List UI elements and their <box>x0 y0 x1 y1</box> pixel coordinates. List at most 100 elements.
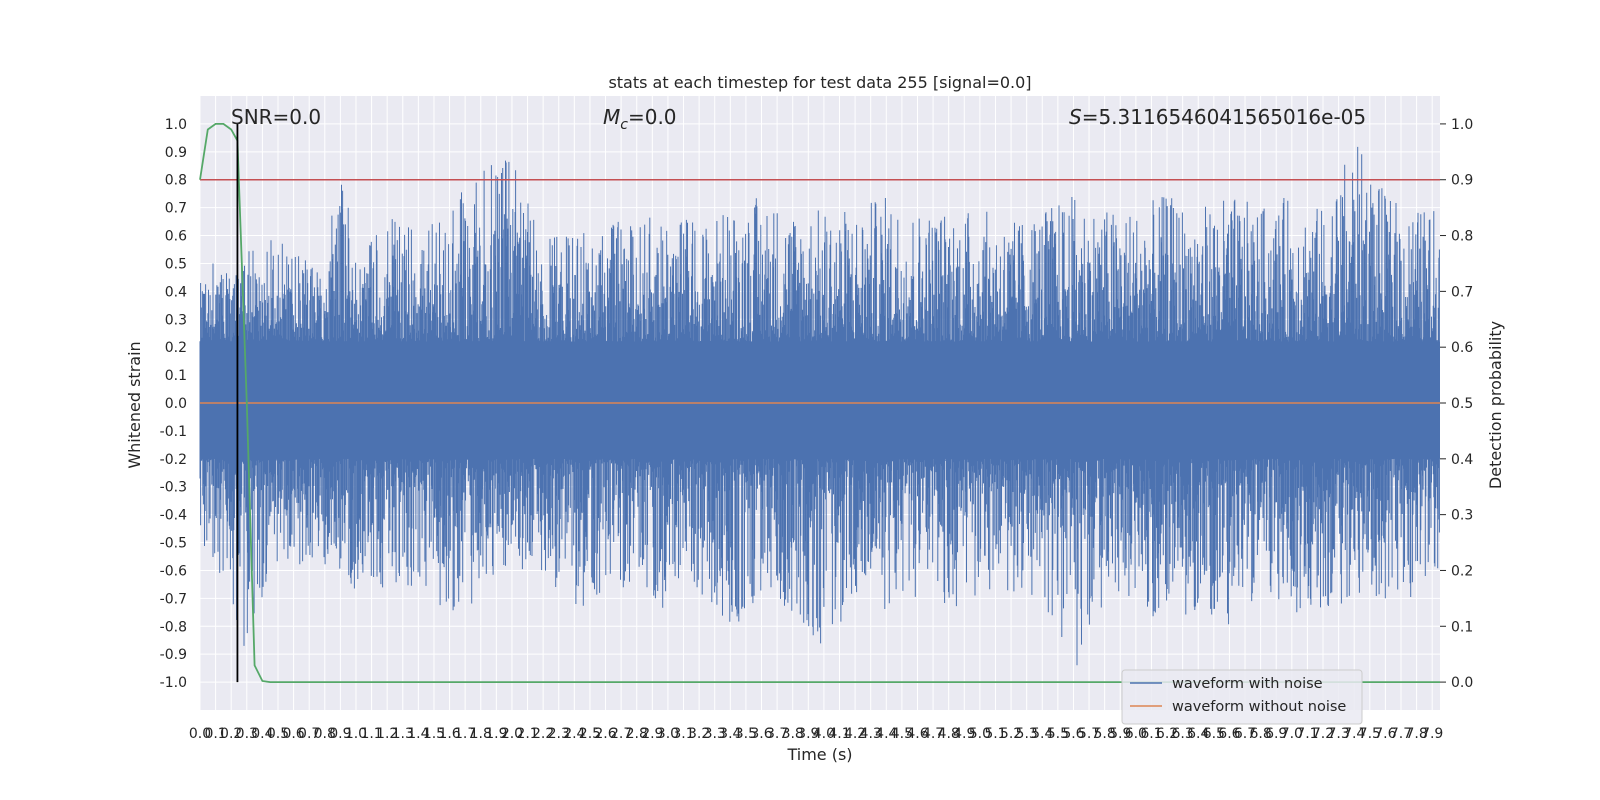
s-value: =5.3116546041565016e-05 <box>1082 105 1366 129</box>
x-axis-label: Time (s) <box>786 745 852 764</box>
y-tick-label: 0.1 <box>165 368 187 384</box>
x-tick-label: 7.1 <box>1296 726 1318 742</box>
mc-annotation: Mc=0.0 <box>603 105 677 133</box>
legend-label-without-noise: waveform without noise <box>1172 699 1346 715</box>
x-tick-label: 7.4 <box>1343 726 1365 742</box>
x-tick-label: 6.7 <box>1234 726 1256 742</box>
mc-value: =0.0 <box>628 105 677 129</box>
x-tick-label: 3.9 <box>797 726 819 742</box>
x-tick-label: 0.9 <box>329 726 351 742</box>
y2-tick-label: 0.7 <box>1451 284 1473 300</box>
mc-symbol: M <box>603 105 620 129</box>
x-tick-label: 3.7 <box>766 726 788 742</box>
y-tick-label: 0.3 <box>165 312 187 328</box>
x-tick-label: 2.1 <box>516 726 538 742</box>
x-tick-label: 1.7 <box>454 726 476 742</box>
y-axis-label: Whitened strain <box>125 341 144 468</box>
snr-annotation: SNR=0.0 <box>231 105 321 129</box>
x-tick-label: 6.2 <box>1156 726 1178 742</box>
x-tick-label: 5.0 <box>969 726 991 742</box>
x-tick-label: 2.7 <box>610 726 632 742</box>
legend-label-with-noise: waveform with noise <box>1172 676 1323 692</box>
x-tick-label: 2.5 <box>579 726 601 742</box>
y2-tick-label: 0.8 <box>1451 229 1473 245</box>
x-tick-label: 2.0 <box>501 726 523 742</box>
x-tick-label: 0.5 <box>267 726 289 742</box>
x-tick-label: 4.1 <box>828 726 850 742</box>
y-tick-label: 0.6 <box>165 229 187 245</box>
y2-tick-label: 0.4 <box>1451 452 1473 468</box>
x-tick-label: 2.8 <box>626 726 648 742</box>
x-tick-label: 2.3 <box>548 726 570 742</box>
x-tick-label: 4.3 <box>860 726 882 742</box>
y-tick-label: 0.4 <box>165 284 187 300</box>
x-tick-label: 7.5 <box>1359 726 1381 742</box>
x-tick-label: 3.2 <box>688 726 710 742</box>
x-tick-label: 0.3 <box>236 726 258 742</box>
noise-trace <box>199 146 1440 666</box>
x-tick-label: 7.9 <box>1421 726 1443 742</box>
y-tick-label: 0.2 <box>165 340 187 356</box>
y-tick-label: -1.0 <box>160 675 187 691</box>
x-tick-label: 5.3 <box>1016 726 1038 742</box>
x-tick-label: 7.7 <box>1390 726 1412 742</box>
y2-tick-label: 0.0 <box>1451 675 1473 691</box>
x-tick-label: 0.6 <box>282 726 304 742</box>
x-tick-label: 6.1 <box>1140 726 1162 742</box>
x-tick-label: 4.8 <box>938 726 960 742</box>
y2-axis-label: Detection probability <box>1486 321 1505 489</box>
x-tick-label: 4.5 <box>891 726 913 742</box>
x-tick-label: 3.6 <box>750 726 772 742</box>
x-tick-label: 5.4 <box>1031 726 1053 742</box>
x-tick-label: 7.8 <box>1405 726 1427 742</box>
y2-tick-label: 0.9 <box>1451 173 1473 189</box>
x-tick-label: 6.4 <box>1187 726 1209 742</box>
x-tick-label: 1.4 <box>407 726 429 742</box>
x-tick-label: 3.8 <box>782 726 804 742</box>
x-tick-label: 5.2 <box>1000 726 1022 742</box>
x-tick-label: 6.6 <box>1218 726 1240 742</box>
y-tick-label: -0.4 <box>160 508 187 524</box>
x-tick-label: 4.7 <box>922 726 944 742</box>
y2-tick-label: 0.1 <box>1451 619 1473 635</box>
mc-subscript: c <box>620 117 628 133</box>
x-tick-label: 4.0 <box>813 726 835 742</box>
x-tick-label: 5.8 <box>1094 726 1116 742</box>
y-tick-label: -0.2 <box>160 452 187 468</box>
x-tick-label: 1.8 <box>470 726 492 742</box>
y2-tick-label: 1.0 <box>1451 117 1473 133</box>
legend-box <box>1121 669 1363 725</box>
noise-series <box>199 146 1440 666</box>
legend: waveform with noise waveform without noi… <box>1121 669 1363 725</box>
s-annotation: S=5.3116546041565016e-05 <box>1069 105 1366 129</box>
x-tick-label: 4.6 <box>906 726 928 742</box>
x-tick-label: 7.0 <box>1281 726 1303 742</box>
y-tick-label: -0.1 <box>160 424 187 440</box>
y-tick-label: -0.7 <box>160 591 187 607</box>
x-tick-label: 4.4 <box>875 726 897 742</box>
y2-axis-ticks: 0.0 0.1 0.2 0.3 0.4 0.5 0.6 0.7 0.8 0.9 1.0 <box>1440 117 1473 691</box>
y-tick-label: -0.9 <box>160 647 187 663</box>
x-tick-label: 1.9 <box>485 726 507 742</box>
x-tick-label: 3.1 <box>672 726 694 742</box>
x-tick-label: 6.3 <box>1172 726 1194 742</box>
x-tick-label: 1.0 <box>345 726 367 742</box>
x-tick-label: 4.9 <box>953 726 975 742</box>
chart-title: stats at each timestep for test data 255… <box>608 73 1031 92</box>
y2-tick-label: 0.2 <box>1451 563 1473 579</box>
y-tick-label: 0.5 <box>165 256 187 272</box>
x-tick-label: 3.3 <box>704 726 726 742</box>
x-tick-label: 0.2 <box>220 726 242 742</box>
x-tick-label: 1.3 <box>392 726 414 742</box>
x-tick-label: 1.6 <box>438 726 460 742</box>
x-tick-label: 2.6 <box>594 726 616 742</box>
y-tick-label: 0.0 <box>165 396 187 412</box>
x-tick-label: 1.2 <box>376 726 398 742</box>
x-tick-label: 0.0 <box>189 726 211 742</box>
line-series <box>199 123 1440 683</box>
x-tick-label: 5.6 <box>1062 726 1084 742</box>
detection-probability-line <box>199 123 1440 683</box>
x-tick-label: 6.9 <box>1265 726 1287 742</box>
x-tick-label: 1.1 <box>360 726 382 742</box>
